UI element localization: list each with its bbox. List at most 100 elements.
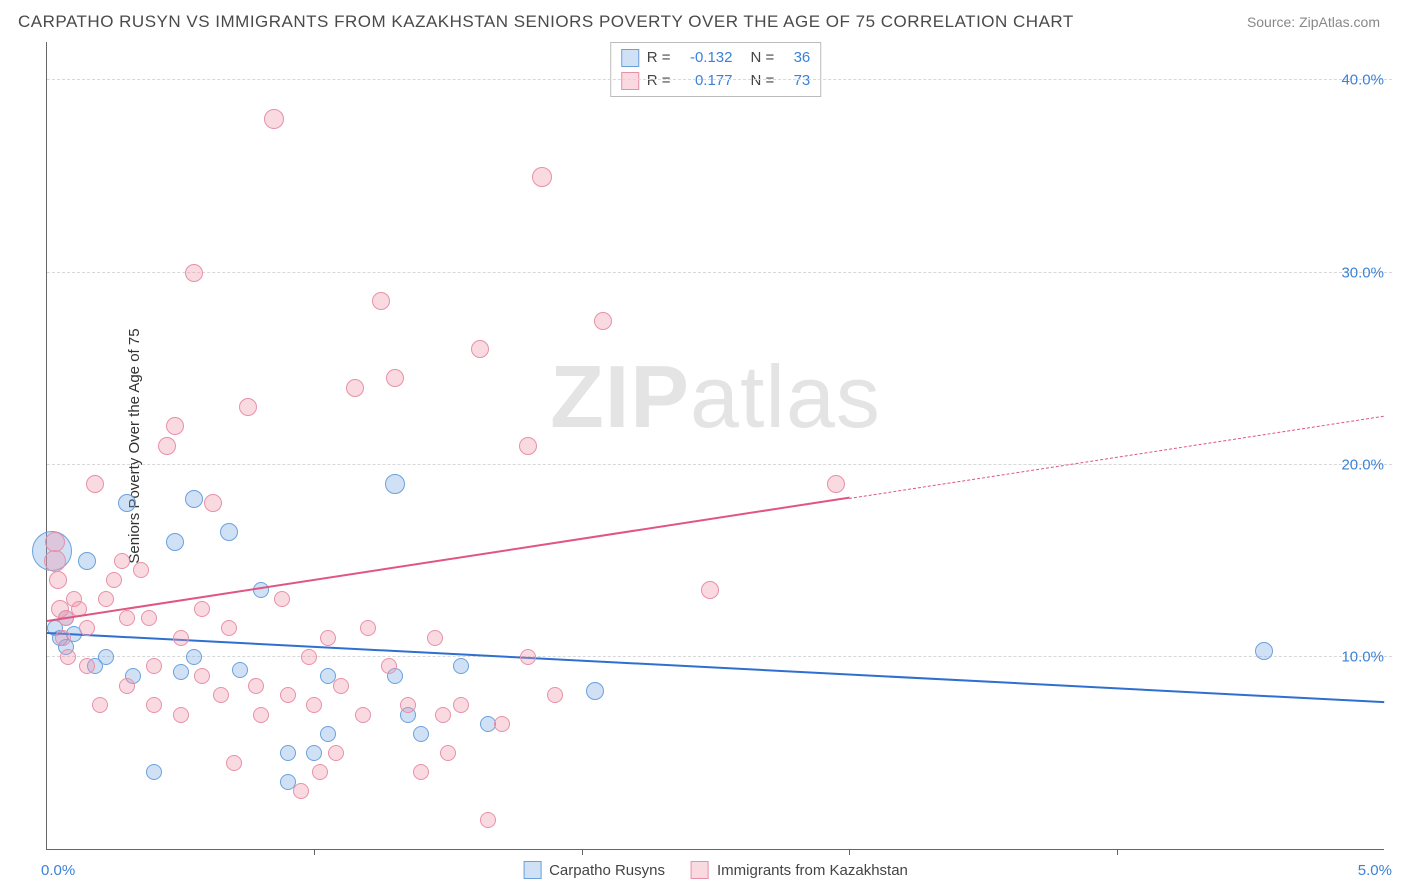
trend-line (849, 416, 1384, 499)
data-point (701, 581, 719, 599)
source-prefix: Source: (1247, 14, 1299, 30)
legend-row-blue: R = -0.132 N = 36 (621, 47, 811, 70)
data-point (264, 109, 284, 129)
data-point (520, 649, 536, 665)
n-value-blue: 36 (782, 47, 810, 70)
data-point (44, 550, 66, 572)
data-point (220, 523, 238, 541)
n-label: N = (751, 47, 775, 70)
data-point (280, 687, 296, 703)
y-tick-label: 20.0% (1333, 456, 1392, 473)
data-point (114, 553, 130, 569)
data-point (185, 490, 203, 508)
data-point (453, 697, 469, 713)
data-point (106, 572, 122, 588)
x-label-min: 0.0% (41, 862, 75, 879)
source-link[interactable]: ZipAtlas.com (1299, 14, 1380, 30)
data-point (119, 678, 135, 694)
swatch-pink (691, 861, 709, 879)
data-point (471, 340, 489, 358)
chart-title: CARPATHO RUSYN VS IMMIGRANTS FROM KAZAKH… (18, 12, 1074, 32)
data-point (253, 707, 269, 723)
y-tick-label: 30.0% (1333, 264, 1392, 281)
trend-line (47, 632, 1384, 703)
data-point (320, 630, 336, 646)
n-label: N = (751, 70, 775, 93)
y-tick-label: 40.0% (1333, 72, 1392, 89)
data-point (385, 474, 405, 494)
data-point (79, 658, 95, 674)
data-point (133, 562, 149, 578)
r-value-blue: -0.132 (679, 47, 733, 70)
scatter-plot: Seniors Poverty Over the Age of 75 ZIPat… (46, 42, 1384, 850)
watermark-light: atlas (690, 347, 881, 446)
x-tick (314, 849, 315, 855)
data-point (49, 571, 67, 589)
correlation-legend: R = -0.132 N = 36 R = 0.177 N = 73 (610, 42, 822, 97)
data-point (79, 620, 95, 636)
data-point (547, 687, 563, 703)
data-point (185, 264, 203, 282)
x-label-max: 5.0% (1358, 862, 1392, 879)
data-point (239, 398, 257, 416)
data-point (333, 678, 349, 694)
swatch-blue (621, 49, 639, 67)
x-tick (1117, 849, 1118, 855)
data-point (166, 533, 184, 551)
legend-row-pink: R = 0.177 N = 73 (621, 70, 811, 93)
data-point (532, 167, 552, 187)
data-point (146, 697, 162, 713)
data-point (381, 658, 397, 674)
gridline (47, 272, 1392, 273)
data-point (119, 610, 135, 626)
data-point (232, 662, 248, 678)
data-point (146, 658, 162, 674)
data-point (328, 745, 344, 761)
data-point (226, 755, 242, 771)
data-point (98, 649, 114, 665)
data-point (372, 292, 390, 310)
series-label-blue: Carpatho Rusyns (549, 862, 665, 879)
y-tick-label: 10.0% (1333, 648, 1392, 665)
r-value-pink: 0.177 (679, 70, 733, 93)
data-point (92, 697, 108, 713)
x-tick (849, 849, 850, 855)
data-point (827, 475, 845, 493)
data-point (586, 682, 604, 700)
data-point (118, 494, 136, 512)
data-point (355, 707, 371, 723)
x-tick (582, 849, 583, 855)
data-point (141, 610, 157, 626)
data-point (427, 630, 443, 646)
data-point (312, 764, 328, 780)
data-point (98, 591, 114, 607)
data-point (221, 620, 237, 636)
data-point (173, 630, 189, 646)
data-point (435, 707, 451, 723)
y-axis-label: Seniors Poverty Over the Age of 75 (126, 328, 143, 563)
gridline (47, 656, 1392, 657)
watermark-strong: ZIP (550, 347, 690, 446)
swatch-blue (523, 861, 541, 879)
legend-item-blue: Carpatho Rusyns (523, 861, 665, 879)
data-point (301, 649, 317, 665)
data-point (60, 649, 76, 665)
r-label: R = (647, 47, 671, 70)
legend-item-pink: Immigrants from Kazakhstan (691, 861, 908, 879)
data-point (78, 552, 96, 570)
data-point (1255, 642, 1273, 660)
data-point (204, 494, 222, 512)
data-point (293, 783, 309, 799)
gridline (47, 79, 1392, 80)
data-point (194, 601, 210, 617)
data-point (400, 697, 416, 713)
data-point (280, 745, 296, 761)
data-point (194, 668, 210, 684)
gridline (47, 464, 1392, 465)
data-point (413, 764, 429, 780)
n-value-pink: 73 (782, 70, 810, 93)
data-point (146, 764, 162, 780)
data-point (480, 812, 496, 828)
data-point (306, 697, 322, 713)
data-point (360, 620, 376, 636)
